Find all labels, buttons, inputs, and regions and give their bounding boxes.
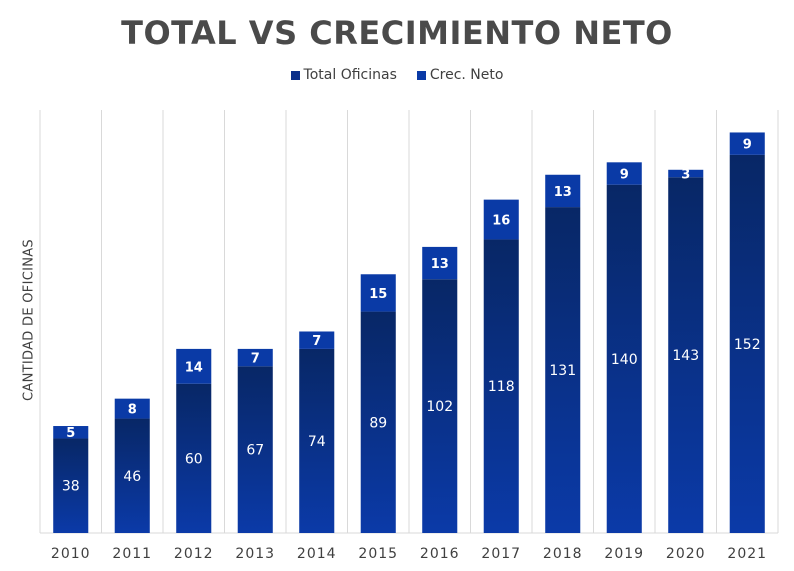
data-label-crec-2017: 16 bbox=[492, 214, 510, 229]
legend: Total Oficinas Crec. Neto bbox=[0, 67, 794, 83]
bar-total-2021 bbox=[729, 154, 765, 534]
data-label-crec-2020: 3 bbox=[681, 168, 690, 183]
legend-swatch-total bbox=[290, 70, 300, 80]
data-label-crec-2021: 9 bbox=[743, 138, 752, 153]
data-label-total-2017: 118 bbox=[488, 379, 515, 395]
data-label-total-2019: 140 bbox=[611, 352, 638, 368]
x-tick-label-2021: 2021 bbox=[727, 546, 767, 562]
bar-crec-2020 bbox=[668, 169, 704, 178]
x-tick-label-2013: 2013 bbox=[235, 546, 275, 562]
legend-item-crec: Crec. Neto bbox=[416, 67, 504, 83]
x-tick-label-2017: 2017 bbox=[481, 546, 521, 562]
legend-item-total: Total Oficinas bbox=[290, 67, 397, 83]
data-label-total-2011: 46 bbox=[123, 469, 141, 485]
bar-total-2014 bbox=[299, 348, 335, 533]
bar-total-2016 bbox=[422, 279, 458, 533]
data-label-crec-2010: 5 bbox=[66, 426, 75, 441]
bar-crec-2016 bbox=[422, 246, 458, 280]
data-label-total-2016: 102 bbox=[426, 399, 453, 415]
chart-title: TOTAL VS CRECIMIENTO NETO bbox=[121, 14, 673, 52]
bar-total-2010 bbox=[53, 438, 89, 533]
data-label-crec-2019: 9 bbox=[620, 168, 629, 183]
bar-total-2015 bbox=[360, 311, 396, 533]
x-tick-label-2011: 2011 bbox=[112, 546, 152, 562]
data-label-total-2010: 38 bbox=[62, 479, 80, 495]
legend-label-crec: Crec. Neto bbox=[429, 67, 504, 83]
bar-crec-2021 bbox=[729, 132, 765, 155]
x-tick-label-2012: 2012 bbox=[174, 546, 214, 562]
x-tick-label-2016: 2016 bbox=[420, 546, 460, 562]
bar-crec-2018 bbox=[545, 174, 581, 208]
bar-crec-2019 bbox=[606, 162, 642, 185]
data-label-crec-2013: 7 bbox=[251, 352, 260, 367]
bar-total-2018 bbox=[545, 207, 581, 533]
legend-label-total: Total Oficinas bbox=[303, 67, 397, 83]
x-tick-label-2019: 2019 bbox=[604, 546, 644, 562]
bar-crec-2013 bbox=[237, 348, 273, 367]
bar-total-2012 bbox=[176, 383, 212, 533]
data-label-total-2020: 143 bbox=[672, 348, 699, 364]
bar-crec-2017 bbox=[483, 199, 519, 240]
bar-crec-2010 bbox=[53, 426, 89, 439]
data-label-total-2014: 74 bbox=[308, 434, 326, 450]
bar-total-2020 bbox=[668, 177, 704, 533]
bar-crec-2015 bbox=[360, 274, 396, 312]
data-label-total-2018: 131 bbox=[549, 363, 576, 379]
bar-total-2013 bbox=[237, 366, 273, 533]
data-label-total-2021: 152 bbox=[734, 337, 761, 353]
x-tick-label-2018: 2018 bbox=[543, 546, 583, 562]
data-label-crec-2015: 15 bbox=[369, 287, 387, 302]
x-tick-label-2014: 2014 bbox=[297, 546, 337, 562]
data-label-crec-2018: 13 bbox=[554, 185, 572, 200]
x-tick-label-2020: 2020 bbox=[666, 546, 706, 562]
data-label-crec-2012: 14 bbox=[185, 360, 203, 375]
bar-crec-2012 bbox=[176, 348, 212, 384]
data-label-crec-2011: 8 bbox=[128, 403, 137, 418]
data-label-crec-2014: 7 bbox=[312, 334, 321, 349]
legend-swatch-crec bbox=[416, 70, 426, 80]
data-label-crec-2016: 13 bbox=[431, 257, 449, 272]
bar-total-2019 bbox=[606, 184, 642, 533]
bar-crec-2014 bbox=[299, 331, 335, 349]
x-tick-label-2015: 2015 bbox=[358, 546, 398, 562]
data-label-total-2015: 89 bbox=[369, 415, 387, 431]
bar-crec-2011 bbox=[114, 398, 150, 419]
bar-total-2011 bbox=[114, 418, 150, 533]
data-label-total-2013: 67 bbox=[246, 443, 264, 459]
data-label-total-2012: 60 bbox=[185, 451, 203, 467]
x-tick-label-2010: 2010 bbox=[51, 546, 91, 562]
bar-total-2017 bbox=[483, 239, 519, 533]
